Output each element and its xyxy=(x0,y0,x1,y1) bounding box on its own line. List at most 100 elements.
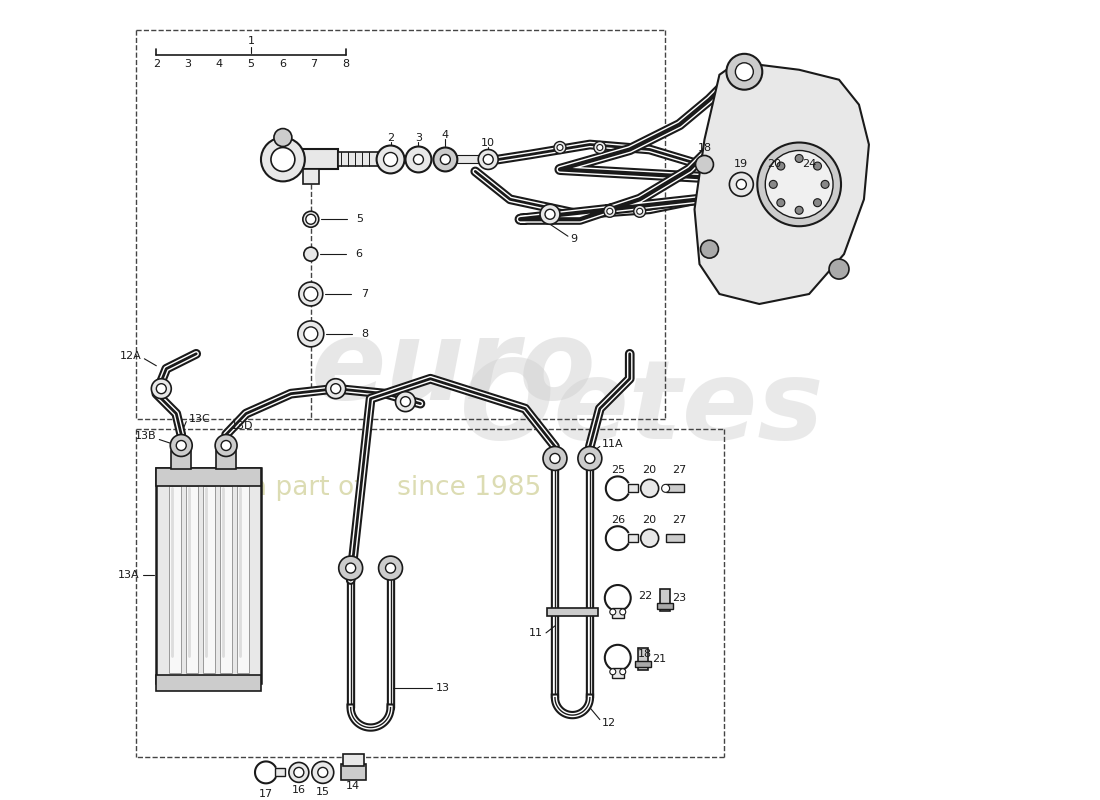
Text: 2: 2 xyxy=(153,58,159,69)
Circle shape xyxy=(304,327,318,341)
Circle shape xyxy=(221,441,231,450)
Circle shape xyxy=(766,150,833,218)
Circle shape xyxy=(585,454,595,463)
Circle shape xyxy=(311,762,333,783)
Circle shape xyxy=(176,441,186,450)
Text: 20: 20 xyxy=(642,515,657,526)
Circle shape xyxy=(440,154,450,165)
Text: 27: 27 xyxy=(672,515,686,526)
Bar xyxy=(628,534,638,542)
Text: 6: 6 xyxy=(279,58,286,69)
Circle shape xyxy=(769,180,778,188)
Circle shape xyxy=(557,145,563,150)
Circle shape xyxy=(550,454,560,463)
Circle shape xyxy=(298,321,323,347)
Text: 12A: 12A xyxy=(120,350,142,361)
Circle shape xyxy=(554,142,565,154)
Circle shape xyxy=(304,287,318,301)
Bar xyxy=(156,674,261,690)
Circle shape xyxy=(152,378,172,398)
Circle shape xyxy=(345,563,355,573)
Bar xyxy=(612,668,624,678)
Bar xyxy=(275,769,285,776)
Circle shape xyxy=(763,174,785,195)
Text: 12: 12 xyxy=(602,718,616,727)
Bar xyxy=(204,486,216,673)
Circle shape xyxy=(736,62,754,81)
Circle shape xyxy=(701,240,718,258)
Circle shape xyxy=(777,162,784,170)
Text: 25: 25 xyxy=(610,466,625,475)
Text: Oetes: Oetes xyxy=(460,355,825,462)
Text: 7: 7 xyxy=(310,58,318,69)
Text: 19: 19 xyxy=(735,159,748,170)
Bar xyxy=(638,648,648,670)
Circle shape xyxy=(433,147,458,171)
Circle shape xyxy=(289,762,309,782)
Bar xyxy=(628,484,638,492)
Bar xyxy=(156,469,261,682)
Circle shape xyxy=(695,155,714,174)
Bar xyxy=(172,451,191,470)
Circle shape xyxy=(543,446,566,470)
Bar xyxy=(612,608,624,618)
Circle shape xyxy=(386,563,396,573)
Text: 10: 10 xyxy=(481,138,495,147)
Bar xyxy=(216,451,236,470)
Text: 13A: 13A xyxy=(118,570,140,580)
Text: 21: 21 xyxy=(651,654,666,664)
Circle shape xyxy=(331,384,341,394)
Circle shape xyxy=(540,204,560,224)
Circle shape xyxy=(799,174,821,195)
Bar xyxy=(238,486,249,673)
Bar xyxy=(657,603,672,609)
Circle shape xyxy=(597,145,603,150)
Text: 15: 15 xyxy=(316,787,330,798)
Circle shape xyxy=(729,173,754,196)
Circle shape xyxy=(726,54,762,90)
Text: a part of    since 1985: a part of since 1985 xyxy=(251,475,541,502)
Text: 18: 18 xyxy=(638,649,652,658)
Circle shape xyxy=(604,206,616,218)
Circle shape xyxy=(661,484,670,492)
Text: 6: 6 xyxy=(355,249,363,259)
Circle shape xyxy=(821,180,829,188)
Text: 27: 27 xyxy=(672,466,686,475)
Circle shape xyxy=(306,214,316,224)
Bar xyxy=(186,486,198,673)
Bar xyxy=(666,534,683,542)
Circle shape xyxy=(274,129,292,146)
Circle shape xyxy=(406,146,431,173)
Text: 16: 16 xyxy=(292,786,306,795)
Text: 7: 7 xyxy=(361,289,367,299)
Bar xyxy=(660,589,670,611)
Circle shape xyxy=(294,767,304,778)
Circle shape xyxy=(326,378,345,398)
Text: 2: 2 xyxy=(387,133,394,142)
Bar xyxy=(302,170,319,184)
Text: 1: 1 xyxy=(248,36,254,46)
Circle shape xyxy=(777,198,784,206)
Text: 13: 13 xyxy=(436,682,450,693)
Circle shape xyxy=(318,767,328,778)
Circle shape xyxy=(304,247,318,261)
Circle shape xyxy=(829,259,849,279)
Text: 13C: 13C xyxy=(189,414,211,423)
Circle shape xyxy=(640,530,659,547)
Circle shape xyxy=(757,142,842,226)
Bar xyxy=(220,486,232,673)
Bar xyxy=(666,484,683,492)
Circle shape xyxy=(384,153,397,166)
Circle shape xyxy=(578,446,602,470)
Bar xyxy=(338,153,377,166)
Text: 17: 17 xyxy=(258,790,273,799)
Circle shape xyxy=(299,282,322,306)
Circle shape xyxy=(640,479,659,498)
Text: 20: 20 xyxy=(642,466,657,475)
Text: 14: 14 xyxy=(345,782,360,791)
Bar xyxy=(547,608,597,616)
Text: 9: 9 xyxy=(570,234,578,244)
Text: 13D: 13D xyxy=(231,421,254,430)
Polygon shape xyxy=(694,65,869,304)
Text: 8: 8 xyxy=(362,329,369,339)
